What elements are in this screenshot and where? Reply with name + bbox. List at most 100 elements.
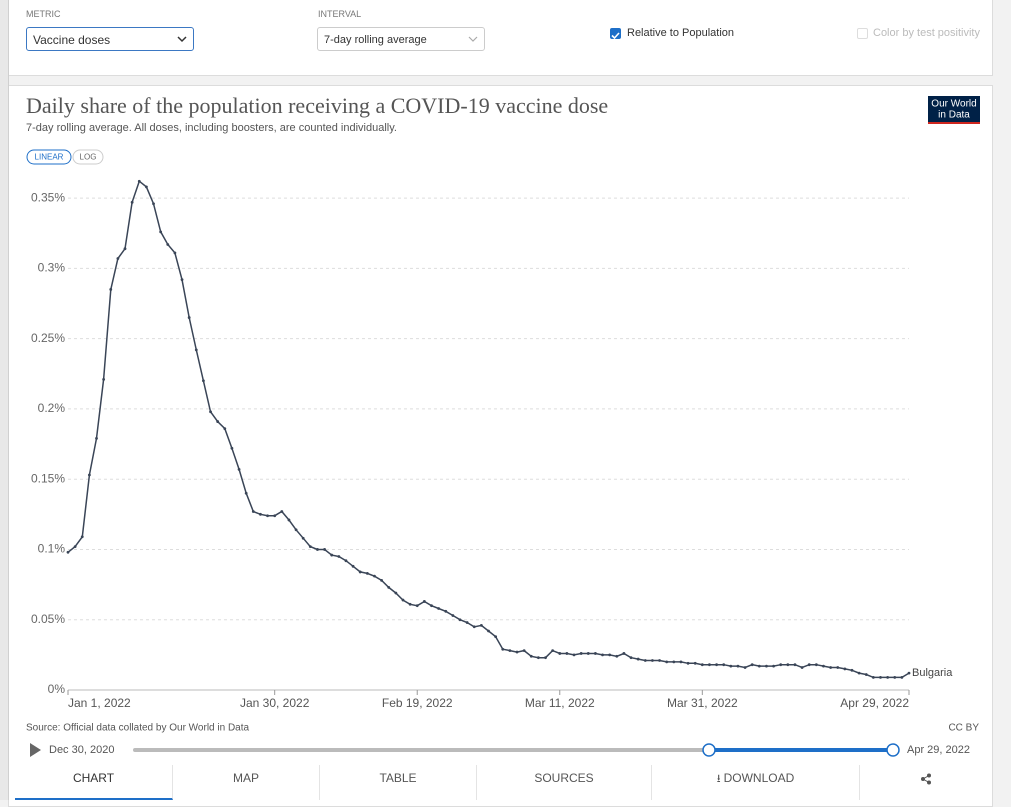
scale-button[interactable] bbox=[26, 149, 72, 165]
share-tab[interactable] bbox=[860, 765, 992, 800]
data-point bbox=[551, 649, 555, 653]
timeline-handle[interactable] bbox=[886, 743, 900, 757]
data-point bbox=[807, 663, 811, 667]
data-point bbox=[251, 510, 255, 513]
data-point bbox=[508, 649, 512, 653]
data-point bbox=[757, 664, 761, 668]
data-point bbox=[123, 247, 127, 251]
data-point bbox=[608, 653, 612, 657]
data-point bbox=[636, 657, 640, 661]
interval-select[interactable]: 7-day rolling average bbox=[317, 27, 485, 51]
data-point bbox=[857, 671, 861, 675]
data-point bbox=[344, 559, 348, 563]
data-point bbox=[679, 660, 683, 664]
series-line bbox=[67, 179, 910, 679]
data-point bbox=[137, 179, 141, 183]
data-point bbox=[415, 604, 419, 608]
data-point bbox=[594, 652, 597, 655]
data-point bbox=[672, 660, 676, 664]
license[interactable]: CC BY bbox=[948, 723, 979, 734]
scale-button-label: LINEAR bbox=[35, 153, 64, 162]
data-point bbox=[729, 664, 733, 668]
data-point bbox=[66, 550, 70, 554]
data-point bbox=[387, 586, 391, 589]
play-button[interactable] bbox=[30, 743, 41, 757]
data-point bbox=[750, 663, 754, 667]
data-point bbox=[408, 602, 412, 606]
series-label: Bulgaria bbox=[912, 667, 953, 679]
data-point bbox=[280, 510, 284, 513]
data-point bbox=[907, 671, 911, 675]
y-tick-label: 0% bbox=[48, 682, 66, 696]
data-point bbox=[102, 378, 106, 381]
data-point bbox=[73, 545, 77, 549]
tab[interactable]: CHART bbox=[15, 765, 173, 800]
data-point bbox=[665, 660, 669, 664]
x-tick-label: Apr 29, 2022 bbox=[840, 696, 909, 710]
tab[interactable]: SOURCES bbox=[477, 765, 652, 800]
data-point bbox=[864, 673, 868, 676]
data-point bbox=[651, 659, 654, 662]
data-point bbox=[472, 625, 476, 629]
data-point bbox=[522, 649, 526, 653]
data-point bbox=[287, 518, 291, 522]
data-point bbox=[772, 664, 775, 668]
data-point bbox=[451, 614, 455, 617]
checkmark bbox=[611, 32, 620, 40]
y-tick-label: 0.25% bbox=[31, 331, 65, 345]
logo[interactable] bbox=[928, 96, 980, 124]
logo-text: in Data bbox=[938, 110, 970, 121]
data-point bbox=[871, 675, 875, 679]
data-point bbox=[465, 621, 469, 624]
x-tick-label: Jan 1, 2022 bbox=[68, 696, 131, 710]
data-point bbox=[479, 623, 483, 627]
data-point bbox=[273, 514, 277, 518]
scale-button-label: LOG bbox=[80, 153, 97, 162]
positivity-checkbox[interactable] bbox=[857, 28, 868, 39]
data-point bbox=[144, 185, 148, 189]
tab[interactable]: MAP bbox=[173, 765, 320, 800]
data-point bbox=[294, 528, 298, 532]
data-point bbox=[686, 661, 690, 665]
metric-select[interactable]: Vaccine doses bbox=[26, 27, 194, 51]
data-point bbox=[879, 675, 882, 679]
data-point bbox=[130, 200, 134, 204]
timeline-handle[interactable] bbox=[702, 743, 716, 757]
relative-label[interactable]: Relative to Population bbox=[627, 27, 735, 39]
timeline-range bbox=[709, 748, 893, 752]
data-point bbox=[351, 564, 355, 568]
positivity-label[interactable]: Color by test positivity bbox=[873, 27, 980, 39]
data-point bbox=[629, 656, 633, 660]
data-point bbox=[565, 652, 569, 655]
y-tick-label: 0.05% bbox=[31, 612, 65, 626]
data-point bbox=[323, 548, 326, 551]
data-point bbox=[330, 553, 334, 557]
data-point bbox=[166, 243, 170, 246]
data-point bbox=[786, 663, 790, 667]
controls-panel: METRIC Vaccine doses INTERVAL 7-day roll… bbox=[8, 0, 993, 76]
chart-title: Daily share of the population receiving … bbox=[26, 93, 608, 118]
scale-button[interactable] bbox=[72, 149, 104, 165]
tab[interactable]: ⭳ DOWNLOAD bbox=[652, 765, 860, 800]
tab[interactable]: TABLE bbox=[320, 765, 477, 800]
data-point bbox=[544, 656, 547, 660]
data-point bbox=[373, 574, 376, 578]
x-tick-label: Jan 30, 2022 bbox=[240, 696, 310, 710]
data-point bbox=[843, 667, 847, 671]
data-point bbox=[259, 512, 262, 516]
data-point bbox=[216, 420, 220, 423]
y-tick-label: 0.1% bbox=[38, 542, 66, 556]
data-point bbox=[586, 652, 590, 655]
relative-checkbox[interactable] bbox=[610, 28, 621, 40]
data-point bbox=[223, 427, 227, 430]
data-point bbox=[301, 536, 305, 540]
data-point bbox=[152, 202, 155, 206]
data-point bbox=[430, 604, 433, 608]
data-point bbox=[209, 410, 212, 414]
data-point bbox=[572, 653, 576, 657]
data-point bbox=[693, 661, 697, 665]
y-tick-label: 0.15% bbox=[31, 471, 65, 485]
side-strip bbox=[0, 0, 9, 800]
